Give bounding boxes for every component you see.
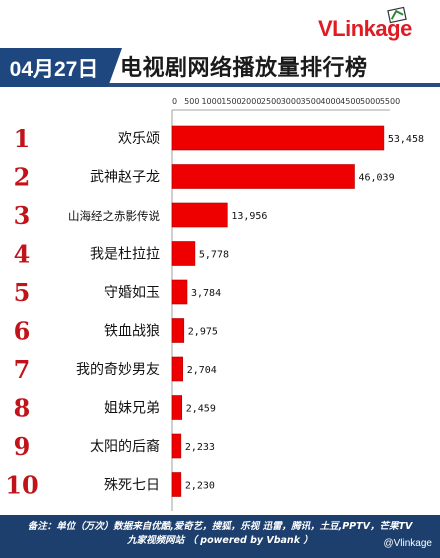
value-label: 2,704	[187, 365, 217, 376]
value-label: 3,784	[191, 288, 221, 299]
ranking-bar-chart: 0 500 1000 1500 2000 2500 3000 3500 4000 4500 5000…	[5, 97, 424, 511]
watermark: @Vlinkage	[383, 538, 432, 549]
bar	[171, 318, 185, 343]
rank-number: 8	[14, 394, 31, 423]
bar	[171, 433, 182, 459]
category-label: 山海经之赤影传说	[68, 209, 160, 223]
category-label: 铁血战狼	[104, 324, 160, 340]
axis-tick-label: 0	[172, 97, 177, 106]
value-label: 53,458	[388, 134, 424, 145]
axis-tick-label: 2500	[261, 97, 281, 106]
category-label: 殊死七日	[104, 478, 160, 494]
value-label: 2,975	[188, 327, 218, 338]
rank-number: 3	[14, 201, 31, 230]
axis-tick-label: 3500	[301, 97, 321, 106]
axis-tick-label: 4500	[340, 97, 360, 106]
value-label: 2,459	[186, 404, 216, 415]
category-label: 我的奇妙男友	[76, 361, 160, 378]
brand-logo: VLinkage	[318, 6, 434, 44]
footer: 备注：单位（万次）数据来自优酷,爱奇艺，搜狐，乐视 迅雷，腾讯，土豆,PPTV，…	[0, 515, 440, 558]
value-label: 5,778	[199, 250, 229, 261]
bar	[171, 125, 385, 151]
bar	[171, 356, 184, 382]
axis-tick-label: 5000	[360, 97, 380, 106]
rank-number: 4	[14, 240, 31, 269]
value-label: 46,039	[358, 173, 394, 184]
bar	[171, 279, 188, 305]
bar	[171, 164, 355, 189]
bar	[171, 472, 182, 497]
link-icon	[387, 6, 407, 24]
value-label: 2,233	[185, 442, 215, 453]
category-label: 太阳的后裔	[90, 438, 160, 455]
header-divider	[0, 83, 440, 87]
category-label: 武神赵子龙	[90, 170, 160, 186]
axis-tick-label: 1000	[201, 97, 221, 106]
bar	[171, 202, 228, 228]
bar	[171, 241, 196, 266]
bar	[171, 395, 183, 420]
footer-note: 备注：单位（万次）数据来自优酷,爱奇艺，搜狐，乐视 迅雷，腾讯，土豆,PPTV，…	[27, 521, 413, 532]
rank-number: 5	[14, 278, 31, 307]
category-label: 姐妹兄弟	[104, 401, 160, 417]
axis-tick-label: 1500	[221, 97, 241, 106]
axis-tick-label: 4000	[320, 97, 340, 106]
axis-tick-label: 2000	[241, 97, 261, 106]
axis-tick-label: 5500	[380, 97, 400, 106]
category-label: 守婚如玉	[104, 285, 160, 301]
rank-number: 6	[14, 317, 31, 346]
chart-title: 电视剧网络播放量排行榜	[120, 56, 368, 81]
value-label: 2,230	[185, 481, 215, 492]
category-label: 我是杜拉拉	[90, 247, 160, 263]
rank-number: 1	[14, 124, 31, 153]
rank-number: 7	[14, 355, 31, 384]
axis-tick-label: 500	[184, 97, 199, 106]
rank-number: 2	[14, 163, 31, 192]
date-badge: 04月27日	[0, 48, 122, 87]
value-label: 13,956	[231, 211, 267, 222]
rank-number: 10	[5, 471, 38, 500]
category-label: 欢乐颂	[118, 131, 160, 147]
axis-tick-label: 3000	[281, 97, 301, 106]
rank-number: 9	[14, 432, 31, 461]
footer-credit: 九家视频网站 （ powered by Vbank ）	[127, 535, 313, 546]
